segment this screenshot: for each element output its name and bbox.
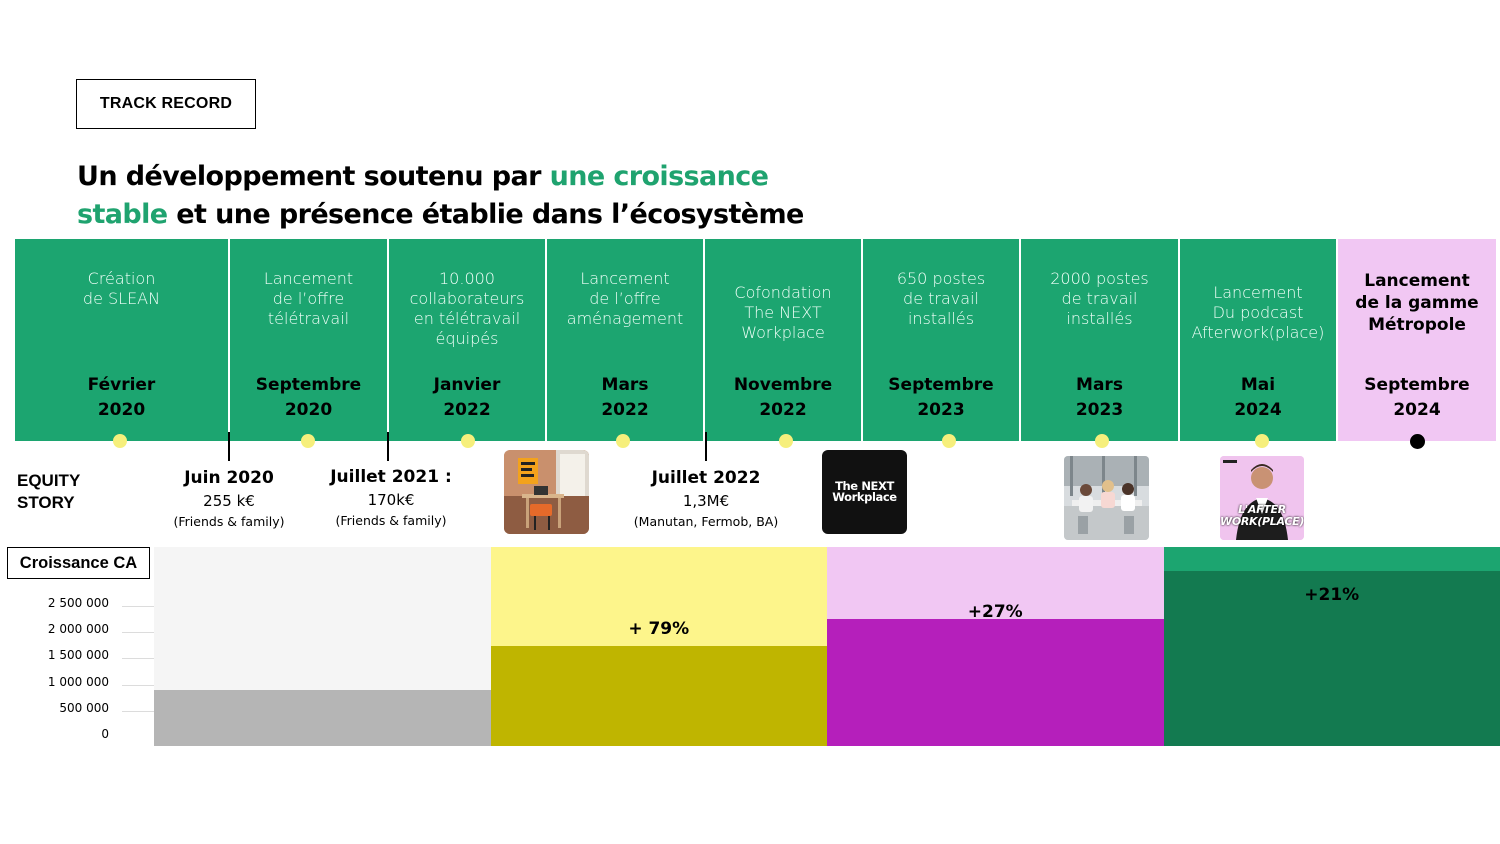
y-tick-label: 0 [101, 727, 109, 741]
office-photo [504, 450, 589, 534]
title-accent: stable [77, 199, 168, 230]
y-gridline [122, 710, 154, 712]
y-gridline [122, 684, 154, 686]
y-gridline [122, 606, 154, 607]
next-workplace-logo: The NEXT Workplace [822, 450, 907, 534]
revenue-bar [490, 646, 827, 746]
timeline-dot [1095, 434, 1109, 448]
timeline-item: 2000 postes de travail installés Mars 20… [1021, 239, 1178, 441]
page-title: Un développement soutenu par une croissa… [77, 161, 804, 230]
chart-period: + 79% [490, 547, 827, 746]
y-gridline [122, 658, 154, 660]
timeline-dot [942, 434, 956, 448]
timeline-item-highlight: Lancement de la gamme Métropole Septembr… [1338, 239, 1496, 441]
equity-tick [705, 432, 707, 461]
timeline-item: Lancement de l’offre aménagement Mars 20… [547, 239, 703, 441]
chart-period: +27% [827, 547, 1164, 746]
timeline: Création de SLEAN Février 2020 Lancement… [15, 239, 1496, 441]
y-tick-label: 500 000 [59, 700, 109, 715]
equity-story-label: EQUITY STORY [17, 471, 81, 512]
timeline-dot [113, 434, 127, 448]
equity-round: Juillet 2022 1,3M€ (Manutan, Fermob, BA) [633, 468, 779, 529]
y-tick-label: 2 500 000 [47, 596, 109, 610]
y-gridline [122, 632, 154, 634]
timeline-item: Création de SLEAN Février 2020 [15, 239, 228, 441]
revenue-bar [827, 619, 1164, 746]
timeline-item: Lancement de l’offre télétravail Septemb… [230, 239, 387, 441]
chart-period: +21% [1163, 547, 1500, 746]
revenue-bar [154, 690, 491, 746]
y-tick-label: 1 000 000 [47, 674, 109, 689]
title-accent: une croissance [549, 161, 769, 192]
chart-period [154, 547, 491, 746]
timeline-item: Lancement Du podcast Afterwork(place) Ma… [1180, 239, 1336, 441]
team-photo [1064, 456, 1149, 540]
equity-round: Juillet 2021 : 170k€ (Friends & family) [330, 467, 452, 528]
timeline-dot [779, 434, 793, 448]
y-tick-label: 2 000 000 [47, 622, 109, 637]
growth-label: +21% [1304, 585, 1360, 605]
timeline-dot [301, 434, 315, 448]
equity-tick [387, 432, 389, 461]
growth-label: + 79% [628, 619, 690, 639]
timeline-dot-current [1410, 434, 1425, 449]
timeline-item: 10.000 collaborateurs en télétravail équ… [389, 239, 545, 441]
section-tag: TRACK RECORD [76, 79, 256, 129]
timeline-dot [461, 434, 475, 448]
timeline-item: 650 postes de travail installés Septembr… [863, 239, 1019, 441]
timeline-dot [1255, 434, 1269, 448]
revenue-chart: + 79% +27% +21% [154, 547, 1500, 746]
y-tick-label: 1 500 000 [47, 648, 109, 663]
timeline-item: Cofondation The NEXT Workplace Novembre … [705, 239, 861, 441]
growth-label: +27% [967, 602, 1023, 622]
chart-title: Croissance CA [7, 547, 150, 579]
revenue-bar [1163, 571, 1500, 746]
equity-round: Juin 2020 255 k€ (Friends & family) [173, 468, 285, 529]
timeline-dot [616, 434, 630, 448]
podcast-cover: L'AFTER WORK(PLACE) [1220, 456, 1304, 540]
equity-tick [228, 432, 230, 461]
